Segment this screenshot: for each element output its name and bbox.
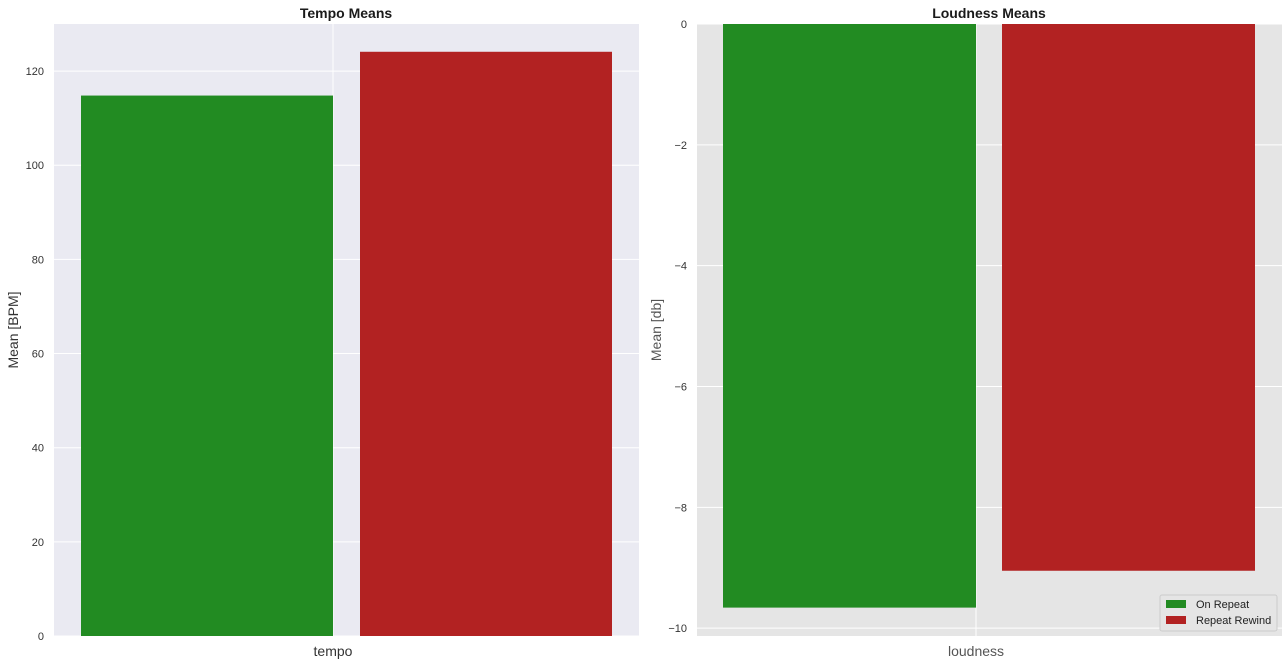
loudness-y-axis-label: Mean [db] [648,299,664,361]
tempo-y-ticks: 0 20 40 60 80 100 120 [26,66,44,643]
tempo-y-tick-label: 60 [32,349,44,361]
loudness-chart-title: Loudness Means [932,5,1046,21]
loudness-y-tick-label: −8 [674,502,687,514]
tempo-bars [81,51,612,636]
legend: On Repeat Repeat Rewind [1159,594,1278,632]
loudness-y-tick-label: 0 [681,19,687,31]
tempo-x-axis-label: tempo [314,643,353,659]
legend-label-on-repeat: On Repeat [1196,599,1249,611]
tempo-y-tick-label: 40 [32,443,44,455]
tempo-y-tick-label: 100 [26,160,44,172]
tempo-y-axis-label: Mean [BPM] [5,291,21,368]
loudness-bar-repeat-rewind [1002,24,1255,571]
loudness-x-axis-label: loudness [948,643,1004,659]
tempo-bar-on-repeat [81,95,333,636]
legend-box [1159,594,1278,632]
legend-swatch-on-repeat [1166,600,1186,608]
tempo-chart-title: Tempo Means [300,5,393,21]
tempo-y-tick-label: 20 [32,537,44,549]
loudness-y-tick-label: −6 [674,381,687,393]
tempo-bar-repeat-rewind [360,51,612,636]
loudness-bar-on-repeat [723,24,976,608]
tempo-y-tick-label: 0 [38,631,44,643]
loudness-means-chart: 0 −2 −4 −6 −8 −10 Loudness Means loudness Mea… [648,5,1282,659]
legend-swatch-repeat-rewind [1166,616,1186,624]
loudness-y-tick-label: −10 [668,623,687,635]
loudness-y-tick-label: −2 [674,140,687,152]
loudness-y-tick-label: −4 [674,261,687,273]
tempo-y-tick-label: 80 [32,254,44,266]
legend-label-repeat-rewind: Repeat Rewind [1196,615,1271,627]
loudness-bars [723,24,1255,608]
tempo-y-tick-label: 120 [26,66,44,78]
tempo-means-chart: 0 20 40 60 80 100 120 Tempo Means tempo Mean [… [5,5,639,659]
loudness-y-ticks: 0 −2 −4 −6 −8 −10 [668,19,687,635]
